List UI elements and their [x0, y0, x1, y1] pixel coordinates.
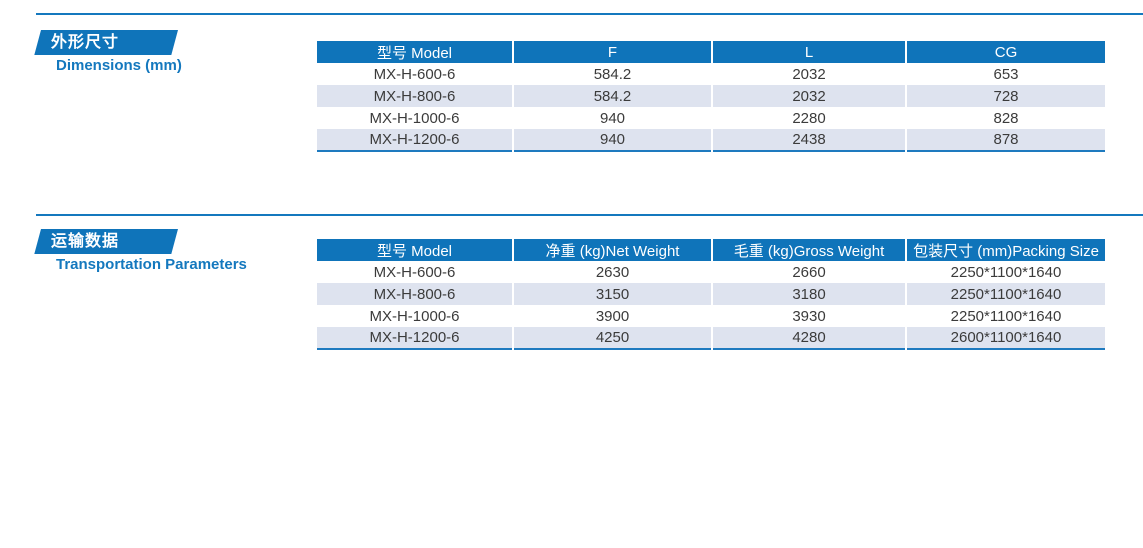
table-row: MX-H-800-6 3150 3180 2250*1100*1640 — [317, 283, 1105, 305]
table-cell: MX-H-1200-6 — [317, 129, 513, 151]
table-cell: 3930 — [711, 305, 906, 327]
table-cell: MX-H-1000-6 — [369, 109, 460, 127]
table-body: MX-H-600-6 2630 2660 2250*1100*1640 MX-H-800… — [317, 261, 1105, 349]
table-cell: 2250*1100*1640 — [905, 305, 1105, 327]
table-cell: 4250 — [512, 327, 712, 349]
section-subtitle-dimensions: Dimensions (mm) — [56, 57, 182, 74]
table-cell: 878 — [905, 129, 1105, 151]
table-header-row: 型号 Model 净重 (kg)Net Weight 毛重 (kg)Gross We… — [317, 239, 1105, 261]
section-badge-dimensions: 外形尺寸 — [34, 30, 178, 55]
table-body: MX-H-600-6 584.2 2032 653 MX-H-800-6 584.2 203… — [317, 63, 1105, 151]
table-cell: 3900 — [512, 305, 712, 327]
table-cell: MX-H-600-6 — [373, 65, 456, 83]
table-cell: 828 — [905, 107, 1105, 129]
table-row: MX-H-1000-6 3900 3930 2250*1100*1640 — [317, 305, 1105, 327]
header-cell: 净重 (kg)Net Weight — [512, 239, 712, 261]
table-header-row: 型号 Model F L CG — [317, 41, 1105, 63]
section-badge-transport: 运输数据 — [34, 229, 178, 254]
header-row: 型号 Model F L CG — [317, 41, 1105, 63]
section-rule — [36, 13, 1143, 15]
table-cell: 2660 — [711, 261, 906, 283]
table-cell: MX-H-1000-6 — [369, 307, 460, 325]
table-cell: 2032 — [711, 85, 906, 107]
table-row: MX-H-600-6 2630 2660 2250*1100*1640 — [317, 261, 1105, 283]
table-cell: 4280 — [711, 327, 906, 349]
section-rule — [36, 214, 1143, 216]
table-cell: 2438 — [711, 129, 906, 151]
table-cell: 3150 — [512, 283, 712, 305]
table-cell: 584.2 — [512, 85, 712, 107]
header-row: 型号 Model 净重 (kg)Net Weight 毛重 (kg)Gross We… — [317, 239, 1105, 261]
table-cell: 2250*1100*1640 — [905, 261, 1105, 283]
header-cell: 型号 Model — [317, 41, 513, 63]
table-cell: 2630 — [512, 261, 712, 283]
table-cell: 2280 — [711, 107, 906, 129]
section-badge-label-cn: 运输数据 — [51, 233, 120, 250]
header-cell: 毛重 (kg)Gross Weight — [711, 239, 906, 261]
table-cell: 940 — [512, 129, 712, 151]
transport-table: 型号 Model 净重 (kg)Net Weight 毛重 (kg)Gross We… — [317, 239, 1105, 350]
header-cell: 型号 Model — [317, 239, 513, 261]
table-cell: MX-H-600-6 — [373, 263, 456, 281]
section-badge-label-cn: 外形尺寸 — [51, 34, 120, 51]
table-cell: MX-H-1200-6 — [317, 327, 513, 349]
table-cell: 940 — [512, 107, 712, 129]
table-row: MX-H-1200-6 940 2438 878 — [317, 129, 1105, 151]
header-cell: 包装尺寸 (mm)Packing Size — [905, 239, 1105, 261]
table-row: MX-H-1200-6 4250 4280 2600*1100*1640 — [317, 327, 1105, 349]
table-cell: 653 — [905, 63, 1105, 85]
section-subtitle-transport: Transportation Parameters — [56, 256, 247, 273]
table-cell: MX-H-800-6 — [317, 85, 513, 107]
table-row: MX-H-600-6 584.2 2032 653 — [317, 63, 1105, 85]
table-cell: MX-H-800-6 — [317, 283, 513, 305]
table-row: MX-H-1000-6 940 2280 828 — [317, 107, 1105, 129]
header-cell: L — [711, 41, 906, 63]
table-row: MX-H-800-6 584.2 2032 728 — [317, 85, 1105, 107]
dimensions-table: 型号 Model F L CG MX-H-600-6 584.2 2032 653 MX-H-… — [317, 41, 1105, 152]
table-cell: 2250*1100*1640 — [905, 283, 1105, 305]
table-cell: 2032 — [711, 63, 906, 85]
table-cell: 584.2 — [512, 63, 712, 85]
table-cell: 2600*1100*1640 — [905, 327, 1105, 349]
table-cell: 3180 — [711, 283, 906, 305]
table-cell: 728 — [905, 85, 1105, 107]
header-cell: CG — [905, 41, 1105, 63]
header-cell: F — [512, 41, 712, 63]
